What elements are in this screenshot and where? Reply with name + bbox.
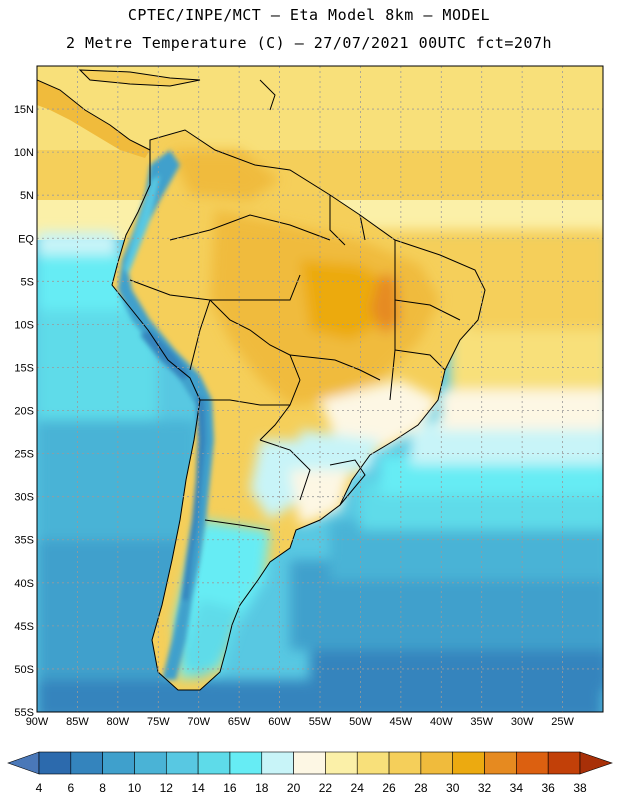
colorbar-label: 16 [223,781,237,795]
colorbar-label: 38 [573,781,587,795]
lat-label: 55S [14,707,34,719]
colorbar-segment [356,751,390,775]
colorbar-arrow-high [579,751,613,775]
colorbar-segment [484,751,517,775]
colorbar-label: 18 [255,781,269,795]
lon-label: 45W [390,716,413,728]
lon-label: 80W [107,716,130,728]
lat-label: 20S [14,406,34,418]
lat-label: 30S [14,492,34,504]
colorbar-segment [516,751,549,775]
lat-label: 5S [21,276,34,288]
colorbar-segment [134,751,167,775]
lat-label: 40S [14,578,34,590]
colorbar-label: 24 [351,781,365,795]
lon-label: 50W [349,716,372,728]
grid-lines [37,66,603,712]
colorbar-arrow-low [7,751,40,775]
lon-label: 75W [147,716,170,728]
colorbar-label: 14 [191,781,205,795]
colorbar-label: 10 [128,781,142,795]
lat-label: 10S [14,319,34,331]
lon-label: 25W [551,716,574,728]
colorbar-label: 26 [382,781,396,795]
colorbar-segment [165,751,199,775]
colorbar-label: 36 [541,781,555,795]
map-frame [36,65,604,713]
map-title-line-1: CPTEC/INPE/MCT – Eta Model 8km – MODEL [127,6,491,24]
colorbar-segment [261,751,294,775]
lon-label: 90W [26,716,49,728]
map-title-line-2: 2 Metre Temperature (C) – 27/07/2021 00U… [65,34,553,52]
lat-label: 25S [14,449,34,461]
colorbar-label: 30 [446,781,460,795]
colorbar-segment [388,751,422,775]
lon-label: 85W [66,716,89,728]
lon-label: 65W [228,716,251,728]
colorbar-label: 28 [414,781,428,795]
colorbar-segment [38,751,72,775]
colorbar-label: 20 [287,781,301,795]
lat-label: 35S [14,535,34,547]
colorbar-segment [293,751,326,775]
colorbar-label: 34 [510,781,524,795]
lat-label: 45S [14,621,34,633]
colorbar-segment [197,751,231,775]
colorbar-label: 6 [67,781,74,795]
lon-label: 40W [430,716,453,728]
lon-label: 30W [511,716,534,728]
lat-label: 50S [14,664,34,676]
longitude-labels: 90W 85W 80W 75W 70W 65W 60W 55W 50W 45W 40W 35W 30W 2… [26,716,575,728]
lon-label: 60W [268,716,291,728]
lon-label: 70W [187,716,210,728]
coastlines-and-borders [37,69,486,691]
colorbar-label: 4 [36,781,43,795]
temperature-field [37,66,603,712]
colorbar-segment [70,751,103,775]
temperature-colorbar: 4 6 8 10 12 14 16 18 20 22 24 26 28 30 32 34 36 38 [7,751,613,795]
colorbar-label: 8 [99,781,106,795]
lat-label: 15N [14,104,34,116]
colorbar-segment [420,751,454,775]
colorbar-label: 32 [478,781,492,795]
colorbar-segment [452,751,485,775]
colorbar-label: 12 [160,781,174,795]
colorbar-segment [547,751,581,775]
lat-label: 15S [14,362,34,374]
lat-label: 5N [20,190,34,202]
colorbar-segment [229,751,263,775]
lat-label: 10N [14,147,34,159]
lon-label: 35W [470,716,493,728]
latitude-labels: 15N 10N 5N EQ 5S 10S 15S 20S 25S 30S 35S 40S 45S 50S 5… [14,104,35,719]
lat-label: EQ [18,233,34,245]
colorbar-segment [325,751,358,775]
lon-label: 55W [309,716,332,728]
colorbar-label: 22 [319,781,333,795]
colorbar-segment [102,751,135,775]
